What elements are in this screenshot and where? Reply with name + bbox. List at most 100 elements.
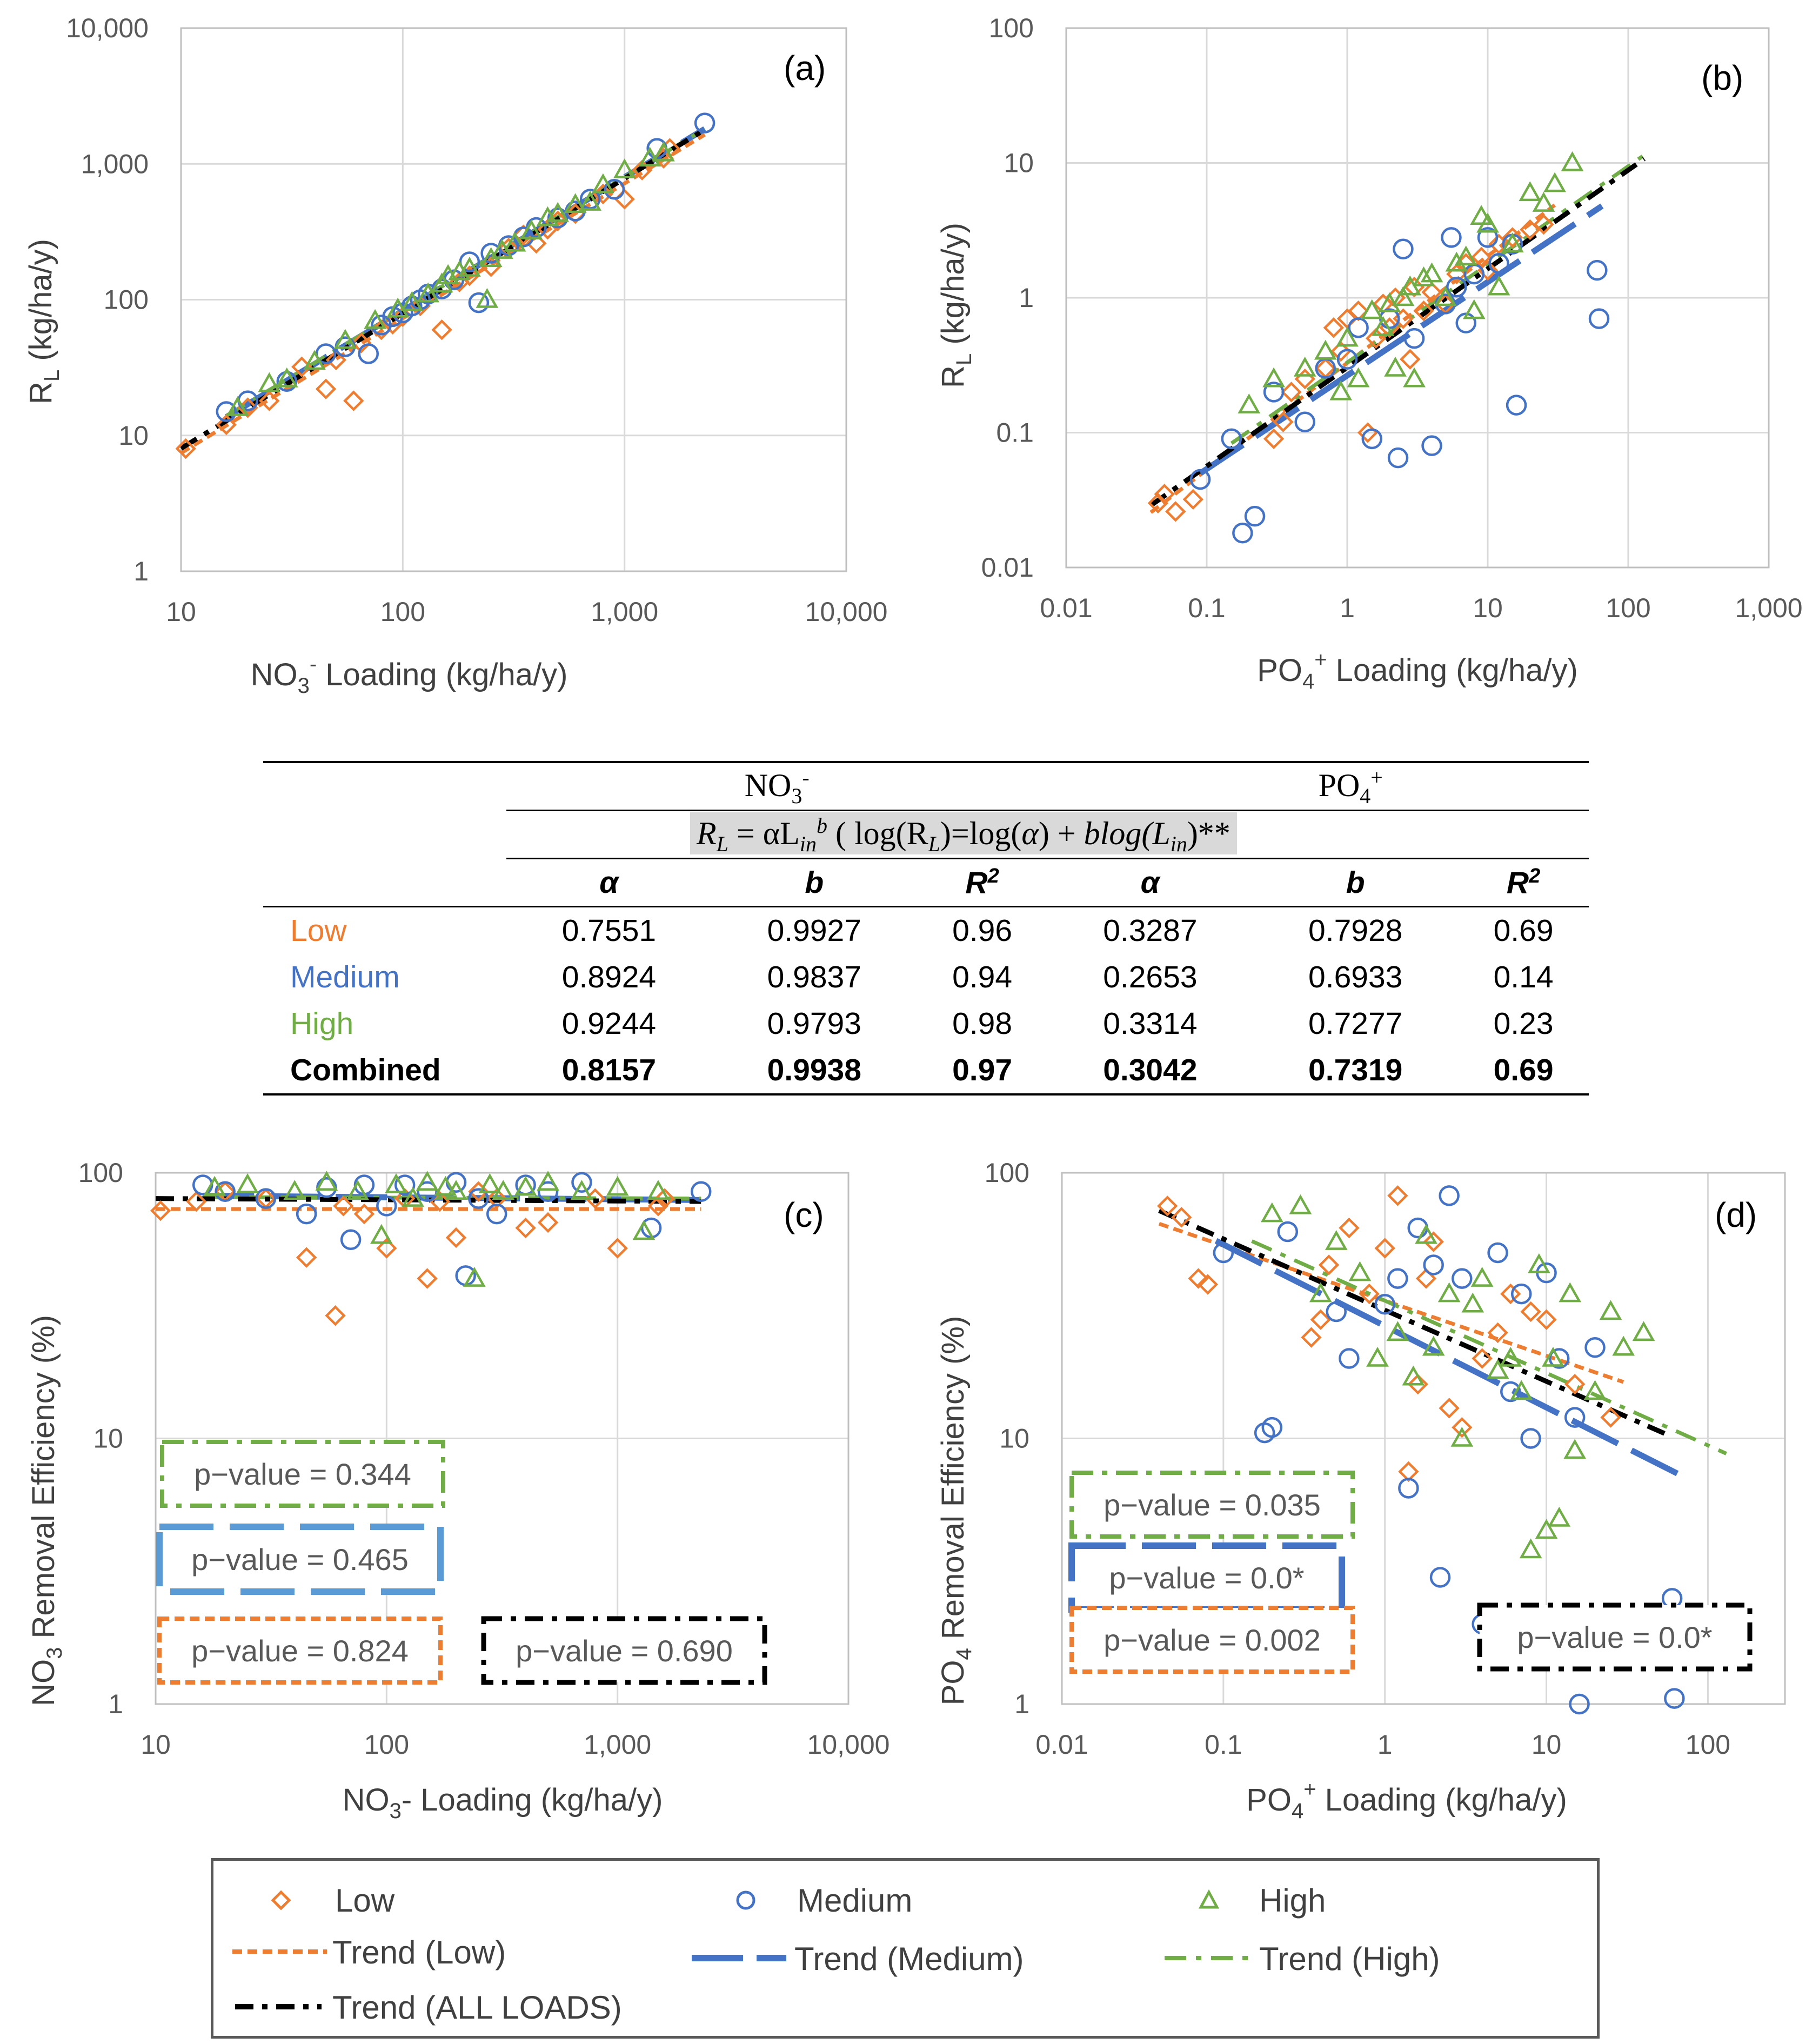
chart-a: 10 100 1,000 10,000 1 10 100 1,000 10,000 (a) NO… bbox=[23, 13, 887, 698]
data-point-low bbox=[1330, 341, 1352, 362]
data-point-low bbox=[343, 390, 364, 411]
data-point-medium bbox=[1339, 1348, 1360, 1369]
x-tick-label: 100 bbox=[1606, 593, 1650, 623]
data-point-high bbox=[613, 158, 636, 178]
chart-c-trends bbox=[155, 1192, 701, 1211]
data-point-low bbox=[259, 390, 280, 411]
data-point-high bbox=[203, 1175, 226, 1196]
data-point-high bbox=[1501, 232, 1524, 252]
trend-line bbox=[1199, 203, 1604, 476]
chart-b-points bbox=[1147, 151, 1610, 544]
data-point-low bbox=[1182, 489, 1203, 510]
row-label-high: High bbox=[290, 1006, 354, 1041]
y-tick-label: 10 bbox=[118, 420, 149, 451]
data-point-low bbox=[1413, 300, 1434, 322]
data-point-high bbox=[1403, 367, 1426, 388]
data-point-low bbox=[607, 1238, 628, 1259]
data-point-low bbox=[1263, 428, 1285, 450]
p-value-label: p−value = 0.690 bbox=[516, 1634, 733, 1668]
data-point-medium bbox=[1232, 523, 1253, 544]
x-tick-label: 1,000 bbox=[591, 597, 658, 627]
data-point-low bbox=[150, 1200, 171, 1221]
data-point-low bbox=[1318, 1254, 1340, 1275]
chart-b-ticks: 0.01 0.1 1 10 100 1,000 0.01 0.1 1 10 100 bbox=[981, 13, 1803, 623]
data-point-medium bbox=[1520, 1428, 1541, 1449]
data-point-medium bbox=[1421, 435, 1442, 456]
chart-b-x-axis-label: PO4+ Loading (kg/ha/y) bbox=[1257, 648, 1578, 693]
data-point-medium bbox=[1511, 1283, 1532, 1305]
p-value-box bbox=[156, 1524, 444, 1595]
data-point-high bbox=[1528, 1253, 1550, 1273]
data-point-medium bbox=[315, 343, 337, 364]
data-point-high bbox=[632, 1220, 656, 1240]
table-cell: 0.8924 bbox=[561, 960, 657, 994]
data-point-low bbox=[325, 349, 346, 371]
data-point-medium bbox=[1261, 1417, 1283, 1438]
data-point-medium bbox=[417, 1181, 438, 1202]
chart-legend: Low Medium High Trend (Low) Trend (Mediu… bbox=[211, 1858, 1600, 2039]
chart-d-points bbox=[1157, 1185, 1685, 1715]
chart-d-annotations: p−value = 0.035 p−value = 0.0* p−value = 0… bbox=[1068, 1471, 1753, 1674]
y-tick-label: 10,000 bbox=[66, 13, 149, 43]
table-header-b-po4: b bbox=[1346, 865, 1365, 900]
x-tick-label: 1,000 bbox=[584, 1729, 651, 1760]
data-point-medium bbox=[694, 112, 715, 133]
data-point-medium bbox=[1393, 238, 1414, 259]
data-point-low bbox=[1398, 1461, 1419, 1482]
data-point-high bbox=[476, 288, 499, 308]
data-point-high bbox=[370, 1224, 393, 1244]
chart-d-trends bbox=[1158, 1208, 1727, 1477]
data-point-medium bbox=[376, 1195, 397, 1217]
data-point-medium bbox=[1326, 1301, 1347, 1322]
chart-b-y-axis-label: RL (kg/ha/y) bbox=[935, 223, 976, 388]
data-point-low bbox=[526, 233, 547, 254]
data-point-medium bbox=[1213, 1242, 1234, 1264]
p-value-label: p−value = 0.002 bbox=[1104, 1623, 1321, 1657]
data-point-low bbox=[1472, 1348, 1493, 1369]
data-point-high bbox=[1486, 1359, 1509, 1379]
data-point-medium bbox=[1664, 1688, 1685, 1709]
chart-c-annotations: p−value = 0.344 p−value = 0.465 p−value = … bbox=[156, 1440, 767, 1685]
data-point-high bbox=[1293, 356, 1316, 377]
table-cell: 0.3314 bbox=[1103, 1006, 1198, 1041]
data-point-high bbox=[364, 309, 386, 329]
legend-label-trend-low: Trend (Low) bbox=[332, 1934, 506, 1970]
chart-a-panel-label: (a) bbox=[784, 49, 826, 88]
data-point-medium bbox=[468, 292, 490, 313]
table-header-alpha-no3: α bbox=[599, 865, 619, 900]
data-point-medium bbox=[1244, 505, 1266, 527]
chart-b-panel-label: (b) bbox=[1701, 58, 1743, 97]
data-point-medium bbox=[1569, 1693, 1590, 1715]
chart-a-grid bbox=[180, 27, 847, 572]
data-point-medium bbox=[1403, 328, 1425, 349]
data-point-low bbox=[1423, 1231, 1444, 1252]
data-point-high bbox=[1360, 299, 1383, 319]
data-point-high bbox=[417, 282, 439, 303]
data-point-high bbox=[1347, 367, 1370, 388]
data-point-medium bbox=[1423, 1254, 1444, 1275]
data-point-high bbox=[226, 396, 249, 416]
data-point-medium bbox=[1429, 1567, 1451, 1588]
x-tick-label: 0.1 bbox=[1188, 593, 1226, 623]
data-point-high bbox=[1422, 1335, 1445, 1356]
data-point-high bbox=[1336, 326, 1359, 347]
data-point-medium bbox=[1588, 308, 1610, 329]
data-point-medium bbox=[1387, 1268, 1408, 1289]
data-point-medium bbox=[1564, 1407, 1586, 1428]
plot-frame bbox=[1065, 27, 1770, 569]
data-point-high bbox=[1561, 151, 1584, 171]
data-point-high bbox=[445, 1180, 467, 1200]
legend-label-trend-medium: Trend (Medium) bbox=[794, 1941, 1024, 1977]
x-tick-label: 10 bbox=[1532, 1729, 1562, 1760]
data-point-high bbox=[458, 257, 481, 277]
data-point-medium bbox=[1441, 227, 1462, 248]
data-point-medium bbox=[1361, 428, 1383, 450]
y-tick-label: 0.01 bbox=[981, 552, 1034, 583]
chart-c-panel-label: (c) bbox=[784, 1195, 824, 1234]
data-point-low bbox=[351, 332, 372, 353]
data-point-medium bbox=[1294, 411, 1315, 432]
plot-frame bbox=[180, 27, 847, 572]
legend-label-medium: Medium bbox=[797, 1882, 912, 1919]
data-point-high bbox=[1543, 172, 1566, 192]
legend-label-trend-all: Trend (ALL LOADS) bbox=[332, 1989, 622, 2026]
